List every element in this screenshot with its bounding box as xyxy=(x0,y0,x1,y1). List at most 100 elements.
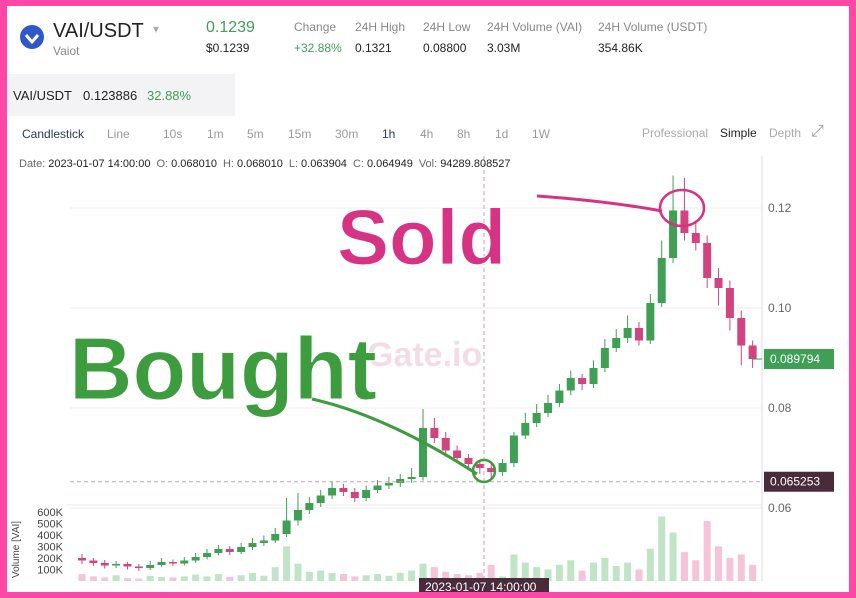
toolbar-tab[interactable]: 5m xyxy=(247,127,264,141)
view-tab[interactable]: Professional xyxy=(642,126,709,140)
toolbar-tab[interactable]: 10s xyxy=(163,127,183,141)
volume-bar xyxy=(283,546,291,581)
volume-bar xyxy=(317,570,325,581)
y-tick-label: 0.08 xyxy=(768,401,792,415)
candle-body xyxy=(112,564,121,566)
volume-bar xyxy=(692,560,700,581)
candle-body xyxy=(146,565,155,568)
volume-bar xyxy=(396,572,404,581)
candle-body xyxy=(464,458,473,464)
view-tab[interactable]: Simple xyxy=(720,126,757,140)
frame: Gate.io 0.06 0.08 0.10 0.12 100K 200K 300K 400K 5… xyxy=(7,6,849,592)
volume-bar xyxy=(362,575,370,581)
candle-body xyxy=(555,390,564,403)
volume-bar xyxy=(476,572,484,581)
y-tick-label: 0.06 xyxy=(768,501,792,515)
toolbar-tab[interactable]: 4h xyxy=(420,127,434,141)
volume-bar xyxy=(453,574,461,581)
volume-bar xyxy=(169,577,177,581)
volume-bar xyxy=(726,557,734,581)
candle-body xyxy=(509,435,518,463)
toolbar-tab[interactable]: 15m xyxy=(288,127,312,141)
bought-arrow xyxy=(311,397,478,476)
candle-body xyxy=(441,438,450,451)
candle-body xyxy=(123,564,132,567)
volume-tick-label: 200K xyxy=(37,553,63,565)
volume-bar xyxy=(339,574,347,581)
toolbar-tab[interactable]: Line xyxy=(107,127,130,141)
ticker-change: 32.88% xyxy=(147,88,192,103)
candle-body xyxy=(225,549,234,552)
ticker-pair: VAI/USDT xyxy=(13,88,72,103)
volume-bar xyxy=(101,577,109,581)
candle-body xyxy=(623,328,632,338)
stat-value: +32.88% xyxy=(294,41,342,55)
candle-body xyxy=(544,403,553,413)
stat-value: 354.86K xyxy=(598,41,643,55)
stat-label: Change xyxy=(294,20,337,34)
candle-body xyxy=(305,503,314,510)
candle-body xyxy=(532,413,541,423)
info-line: Date: 2023-01-07 14:00:00 O: 0.068010 H: 0.06… xyxy=(19,158,517,170)
candle-body xyxy=(600,348,609,368)
candle-body xyxy=(725,288,734,318)
volume-bar xyxy=(385,575,393,581)
price: 0.1239 xyxy=(206,19,255,36)
candle-body xyxy=(350,492,359,498)
candle-body xyxy=(134,566,143,568)
candle-body xyxy=(396,479,405,483)
volume-tick-label: 300K xyxy=(37,541,63,553)
time-tag xyxy=(419,578,549,592)
last-price-tag xyxy=(764,349,834,370)
toolbar-tab[interactable]: 1W xyxy=(532,127,550,141)
info-value: 0.068010 xyxy=(236,158,283,170)
candle-body xyxy=(203,553,212,557)
candle-body xyxy=(419,428,427,477)
candle-body xyxy=(589,368,598,384)
candle-body xyxy=(339,488,348,492)
candle-body xyxy=(316,495,325,503)
candle-body xyxy=(566,378,575,391)
toolbar-tab[interactable]: 30m xyxy=(335,127,359,141)
stat-value: 0.1321 xyxy=(355,41,392,55)
volume-bar xyxy=(260,575,268,581)
info-value: 2023-01-07 14:00:00 xyxy=(48,158,151,170)
sold-circle xyxy=(658,188,706,228)
volume-bar xyxy=(646,548,654,581)
view-tab[interactable]: Depth xyxy=(769,126,802,140)
volume-bar xyxy=(214,574,222,581)
toolbar-tab[interactable]: 1m xyxy=(207,127,224,141)
volume-bar xyxy=(146,575,154,581)
volume-bar xyxy=(328,572,336,581)
volume-bar xyxy=(374,574,382,581)
volume-bar xyxy=(737,554,745,581)
volume-bar xyxy=(521,562,529,581)
candle-body xyxy=(362,490,371,498)
candle-body xyxy=(612,338,621,348)
toolbar-tab[interactable]: 8h xyxy=(457,127,471,141)
volume-bar xyxy=(555,564,563,581)
fullscreen[interactable]: ⤢ xyxy=(811,123,824,140)
volume-tick-label: 500K xyxy=(37,518,63,530)
volume-bar xyxy=(680,552,688,581)
volume-bar xyxy=(135,578,143,581)
toolbar-tab[interactable]: 1d xyxy=(495,127,509,141)
toolbar-tab[interactable]: 1h xyxy=(382,127,396,141)
candle-body xyxy=(634,328,643,341)
candle-body xyxy=(737,318,746,346)
volume-bar xyxy=(419,563,427,581)
volume-bar xyxy=(408,570,416,581)
candle-body xyxy=(168,562,177,564)
candle-body xyxy=(259,540,268,543)
stat-value: 3.03M xyxy=(487,41,521,55)
volume-bar xyxy=(715,546,723,581)
volume-bar xyxy=(635,569,643,581)
dropdown[interactable]: ▾ xyxy=(153,22,160,36)
volume-bar xyxy=(305,571,313,581)
volume-bar xyxy=(271,567,279,581)
toolbar-tab[interactable]: Candlestick xyxy=(22,127,85,141)
info-value: 0.063904 xyxy=(301,158,347,170)
volume-bar xyxy=(487,564,495,581)
ticker[interactable]: VAI/USDT 0.123886 32.88% xyxy=(7,74,235,116)
